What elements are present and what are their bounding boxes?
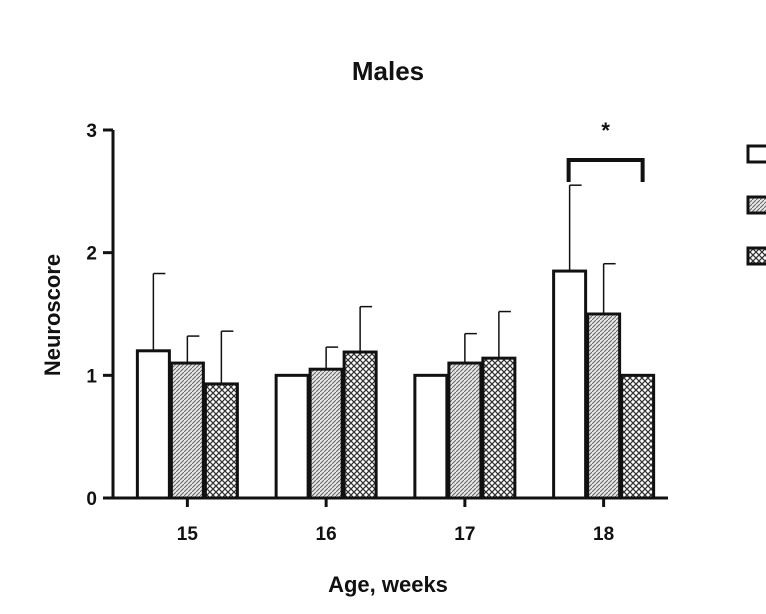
y-axis-label: Neuroscore [40, 254, 65, 376]
y-tick-label: 1 [86, 366, 97, 387]
bar [552, 269, 588, 500]
bar [620, 373, 656, 500]
y-tick-label: 3 [86, 121, 97, 142]
legend-swatch [746, 246, 766, 266]
bar [413, 373, 449, 500]
significance-marker: * [601, 118, 610, 143]
bar [135, 349, 171, 500]
chart-title: Males [352, 56, 424, 86]
bar [169, 361, 205, 500]
x-tick-label: 16 [316, 524, 337, 545]
bar [203, 382, 239, 500]
plot-area: 0 1 2 3 15 16 17 18 * [86, 118, 766, 545]
legend-swatch [746, 144, 766, 164]
bar [586, 312, 622, 500]
y-tick-label: 0 [86, 489, 97, 510]
x-tick-label: 15 [177, 524, 199, 545]
significance-bracket [566, 158, 645, 182]
bar [342, 350, 378, 500]
y-tick-label: 2 [86, 244, 97, 265]
x-tick-label: 18 [593, 524, 614, 545]
bar [481, 356, 517, 500]
bar [308, 367, 344, 500]
bar [447, 361, 483, 500]
x-axis-label: Age, weeks [328, 572, 448, 597]
legend-swatch [746, 195, 766, 215]
bar [274, 373, 310, 500]
x-tick-label: 17 [454, 524, 475, 545]
